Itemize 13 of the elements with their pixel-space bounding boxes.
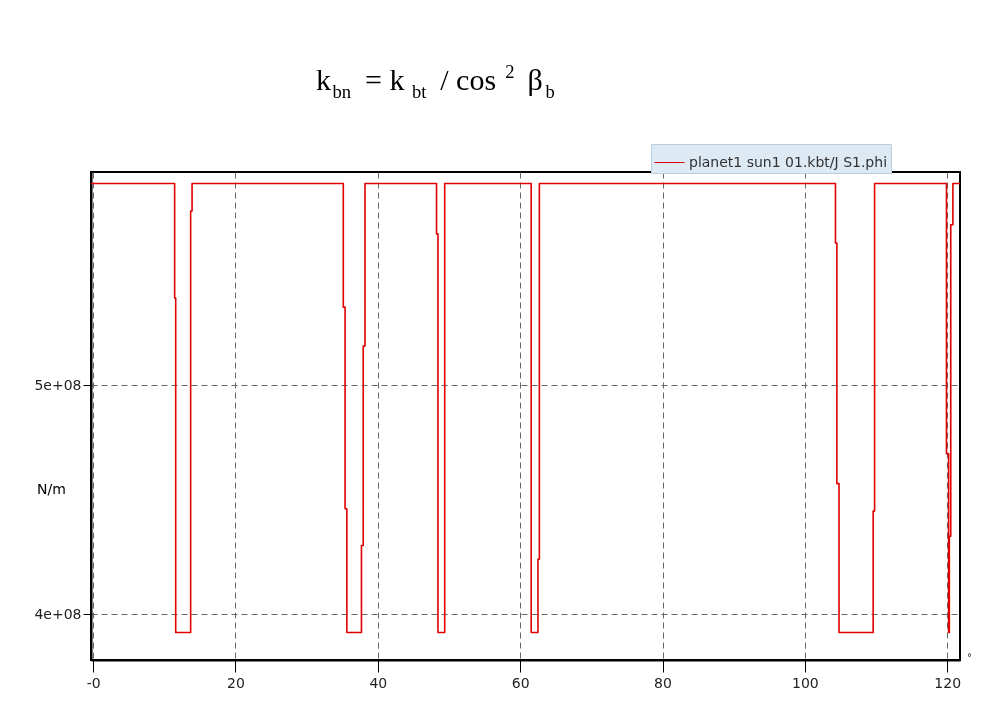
x-tick-label: -0 xyxy=(86,674,101,691)
legend-label: planet1 sun1 01.kbt/J S1.phi xyxy=(689,153,888,170)
x-tick-label: 80 xyxy=(654,674,672,691)
line-series xyxy=(90,182,961,634)
x-tick-label: 20 xyxy=(227,674,245,691)
x-tick-label: 120 xyxy=(934,674,962,691)
x-tick-label: 100 xyxy=(791,674,819,691)
y-tick-label: 4e+08 xyxy=(34,605,82,622)
x-tick-label: 60 xyxy=(511,674,530,691)
y-tick-label: 5e+08 xyxy=(34,376,82,393)
y-axis-title: N/m xyxy=(37,480,66,497)
x-tick-label: 40 xyxy=(369,674,388,691)
x-axis-title: ° xyxy=(967,651,972,663)
